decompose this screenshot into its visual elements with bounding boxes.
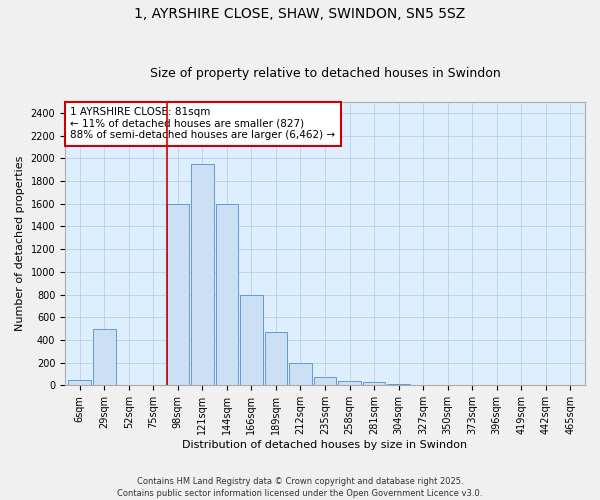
Bar: [191, 164, 214, 386]
Bar: [265, 332, 287, 386]
Bar: [388, 384, 410, 386]
X-axis label: Distribution of detached houses by size in Swindon: Distribution of detached houses by size …: [182, 440, 467, 450]
Y-axis label: Number of detached properties: Number of detached properties: [15, 156, 25, 331]
Bar: [363, 382, 385, 386]
Bar: [338, 381, 361, 386]
Text: 1 AYRSHIRE CLOSE: 81sqm
← 11% of detached houses are smaller (827)
88% of semi-d: 1 AYRSHIRE CLOSE: 81sqm ← 11% of detache…: [70, 107, 335, 140]
Bar: [93, 328, 116, 386]
Bar: [412, 385, 434, 386]
Bar: [314, 377, 336, 386]
Bar: [68, 380, 91, 386]
Bar: [215, 204, 238, 386]
Bar: [289, 363, 312, 386]
Bar: [240, 294, 263, 386]
Text: Contains HM Land Registry data © Crown copyright and database right 2025.
Contai: Contains HM Land Registry data © Crown c…: [118, 476, 482, 498]
Title: Size of property relative to detached houses in Swindon: Size of property relative to detached ho…: [149, 66, 500, 80]
Bar: [167, 204, 189, 386]
Text: 1, AYRSHIRE CLOSE, SHAW, SWINDON, SN5 5SZ: 1, AYRSHIRE CLOSE, SHAW, SWINDON, SN5 5S…: [134, 8, 466, 22]
